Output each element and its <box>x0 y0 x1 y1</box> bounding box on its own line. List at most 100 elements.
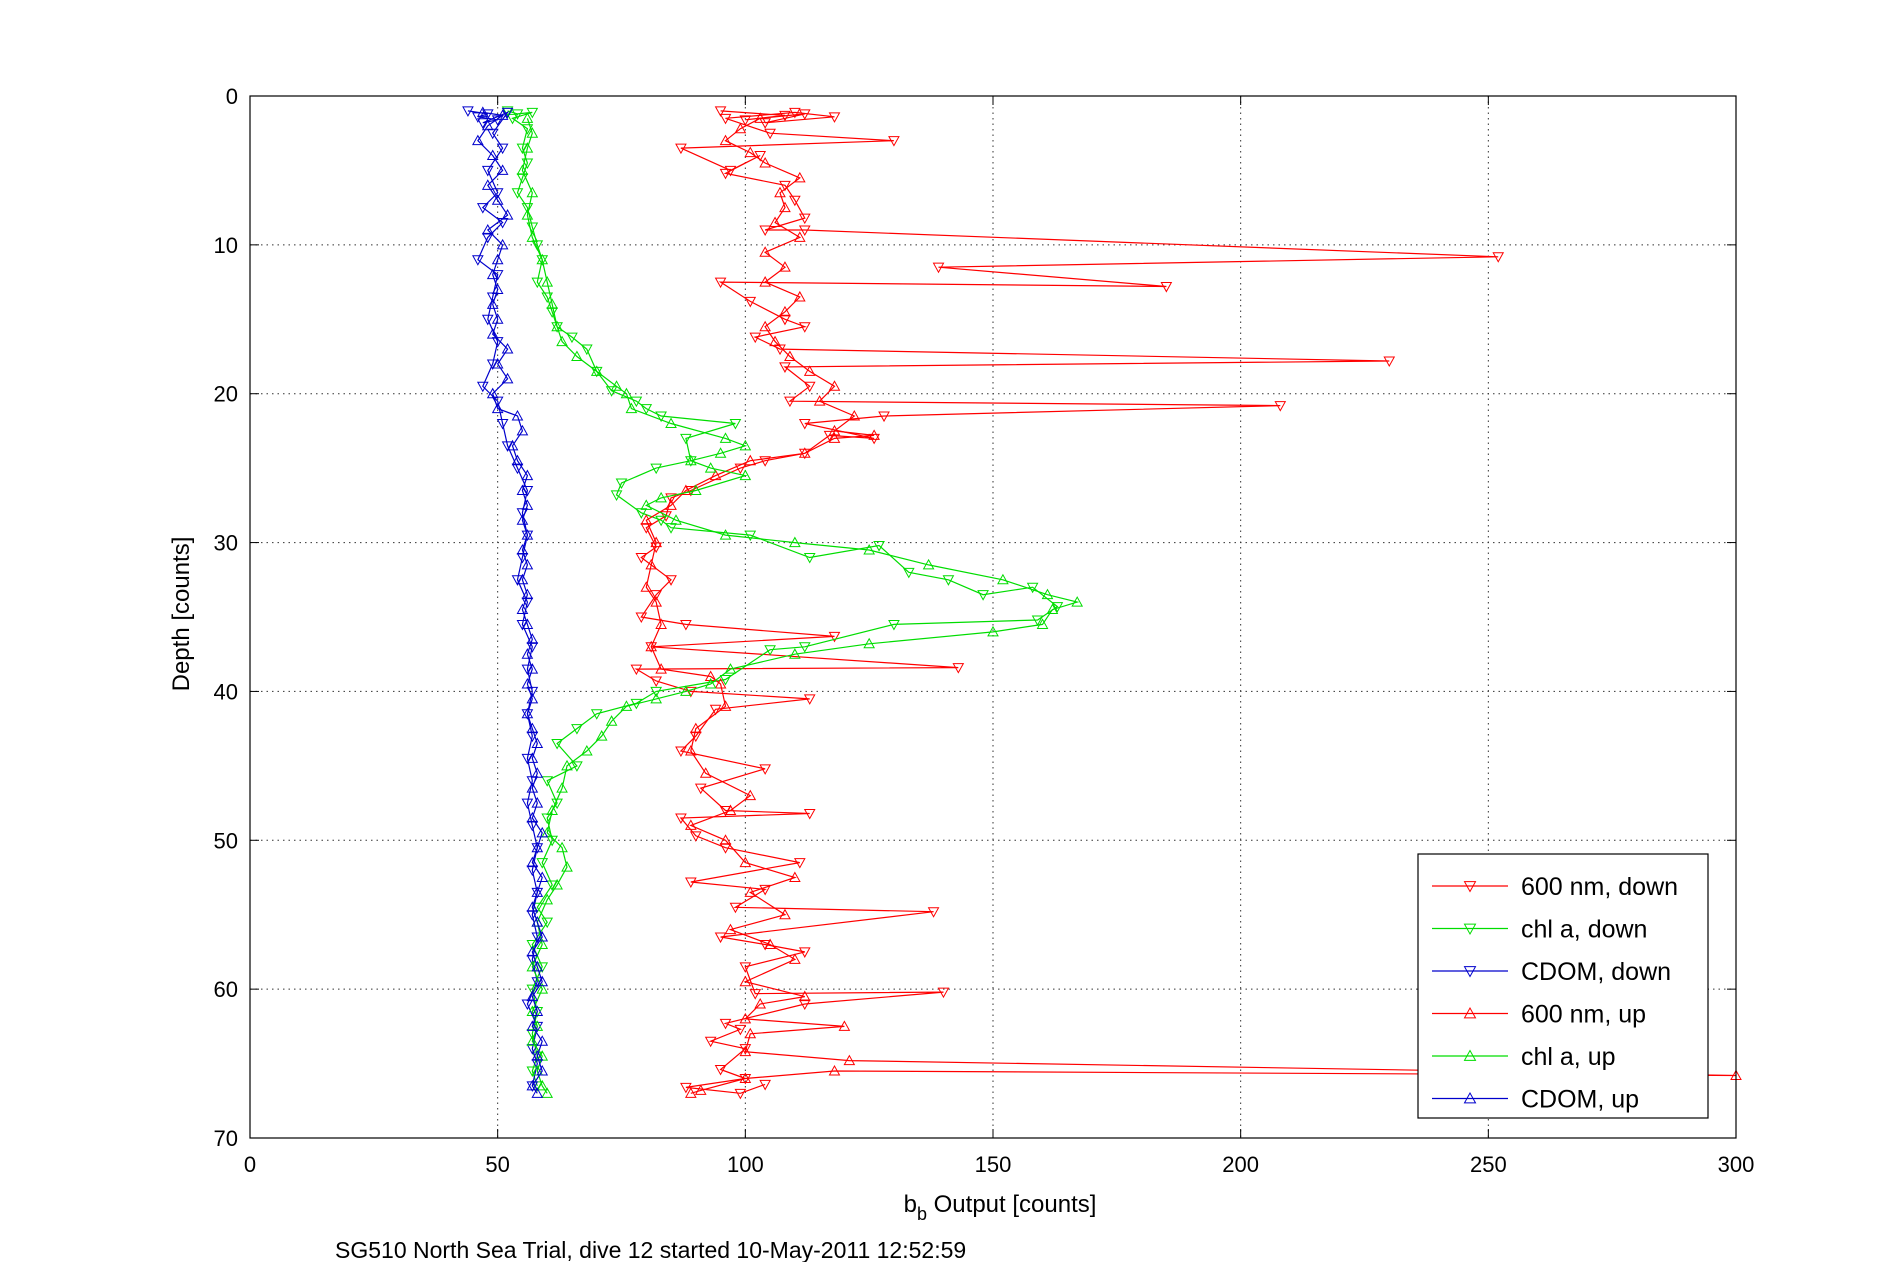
data-point-cdom-down <box>501 107 514 119</box>
x-tick-label: 100 <box>727 1152 764 1177</box>
x-tick-label: 0 <box>244 1152 256 1177</box>
data-point-600-nm-up <box>744 789 757 801</box>
data-point-600-nm-down <box>759 884 771 896</box>
data-point-600-nm-up <box>709 469 722 481</box>
data-point-600-nm-down <box>828 631 841 643</box>
data-point-600-nm-down <box>798 999 811 1011</box>
data-point-600-nm-up <box>719 700 732 711</box>
data-point-cdom-up <box>491 357 504 369</box>
data-point-cdom-down <box>511 575 524 586</box>
y-tick-label: 0 <box>226 84 238 109</box>
x-axis-label-rest: Output [counts] <box>927 1191 1096 1218</box>
data-point-600-nm-down <box>734 1088 747 1100</box>
data-point-cdom-up <box>526 633 539 644</box>
data-point-cdom-up <box>531 767 544 778</box>
data-point-chl-a-up <box>1046 603 1059 615</box>
data-point-chl-a-down <box>501 106 514 117</box>
series-chl-a-down <box>501 106 1064 1092</box>
axis-ticks <box>249 95 1737 1139</box>
data-point-chl-a-down <box>605 386 618 397</box>
data-point-cdom-down <box>496 143 509 155</box>
data-point-600-nm-down <box>927 907 940 918</box>
data-point-600-nm-down <box>798 213 811 225</box>
data-point-cdom-up <box>506 439 519 451</box>
data-point-chl-a-up <box>1071 596 1084 607</box>
data-point-chl-a-up <box>922 558 935 570</box>
y-axis-label: Depth [counts] <box>168 537 195 692</box>
legend-label: CDOM, down <box>1521 958 1671 986</box>
data-point-chl-a-down <box>541 292 554 303</box>
series-line-cdom-up <box>477 111 543 1094</box>
data-point-chl-a-down <box>551 739 563 750</box>
data-point-cdom-up <box>496 109 509 120</box>
data-point-600-nm-down <box>759 118 771 129</box>
data-point-600-nm-up <box>744 886 757 897</box>
data-point-600-nm-up <box>764 938 776 949</box>
data-point-600-nm-down <box>665 493 677 504</box>
data-point-chl-a-down <box>526 939 539 951</box>
data-point-chl-a-down <box>521 203 534 214</box>
data-point-chl-a-down <box>977 590 989 601</box>
data-point-600-nm-up <box>848 410 861 421</box>
data-point-chl-a-down <box>506 113 519 125</box>
data-point-cdom-up <box>491 283 504 295</box>
data-point-chl-a-up <box>665 417 677 428</box>
data-point-cdom-up <box>536 1035 549 1046</box>
data-point-cdom-up <box>526 1020 539 1031</box>
data-point-600-nm-down <box>789 107 801 119</box>
series-cdom-up <box>472 106 549 1098</box>
data-point-600-nm-up <box>724 804 737 816</box>
data-point-chl-a-up <box>719 432 732 443</box>
y-tick-label: 10 <box>214 233 238 258</box>
data-point-600-nm-up <box>774 186 786 198</box>
data-point-600-nm-down <box>759 764 771 775</box>
x-tick-label: 250 <box>1470 1152 1507 1177</box>
data-point-chl-a-down <box>526 1066 539 1078</box>
series-line-600-nm-up <box>645 117 1737 1094</box>
data-point-600-nm-up <box>843 1054 856 1066</box>
data-point-600-nm-down <box>635 552 648 564</box>
y-tick-label: 40 <box>214 679 238 704</box>
data-point-600-nm-down <box>798 947 811 958</box>
data-point-600-nm-down <box>675 813 687 824</box>
data-point-chl-a-up <box>714 447 727 458</box>
data-point-cdom-down <box>521 664 534 676</box>
data-point-cdom-up <box>526 782 539 793</box>
data-point-600-nm-up <box>680 484 692 495</box>
data-point-cdom-down <box>526 1044 539 1055</box>
x-tick-label: 150 <box>975 1152 1012 1177</box>
data-point-chl-a-up <box>551 320 563 332</box>
data-point-600-nm-down <box>739 1044 752 1055</box>
data-point-chl-a-up <box>739 469 752 481</box>
data-point-600-nm-up <box>650 536 663 548</box>
data-point-chl-a-up <box>605 715 618 726</box>
data-point-600-nm-down <box>759 225 771 237</box>
data-point-600-nm-up <box>665 499 677 510</box>
data-point-600-nm-up <box>719 134 732 146</box>
x-axis-label: bb Output [counts] <box>904 1191 1097 1224</box>
data-point-chl-a-down <box>536 858 549 869</box>
data-point-600-nm-up <box>734 122 747 134</box>
series-chl-a-up <box>516 112 1084 1098</box>
data-point-chl-a-down <box>630 396 643 408</box>
data-point-600-nm-down <box>719 843 732 854</box>
data-point-chl-a-up <box>541 276 554 287</box>
data-point-chl-a-down <box>798 642 811 653</box>
data-point-600-nm-up <box>789 871 801 882</box>
legend-swatch-marker <box>1463 1091 1477 1104</box>
data-point-600-nm-up <box>769 216 781 228</box>
data-point-chl-a-up <box>546 804 559 816</box>
data-point-chl-a-down <box>655 411 667 423</box>
data-point-cdom-up <box>531 886 544 897</box>
data-point-chl-a-up <box>556 841 568 853</box>
data-point-chl-a-down <box>729 418 742 430</box>
data-point-chl-a-up <box>551 878 563 890</box>
data-point-600-nm-down <box>680 1082 692 1094</box>
data-point-600-nm-up <box>828 380 841 391</box>
data-point-chl-a-down <box>566 332 578 344</box>
data-point-cdom-up <box>531 841 544 853</box>
data-point-cdom-down <box>481 232 494 244</box>
data-point-chl-a-down <box>1026 582 1039 594</box>
data-point-cdom-up <box>521 529 534 540</box>
data-point-600-nm-up <box>779 201 791 213</box>
